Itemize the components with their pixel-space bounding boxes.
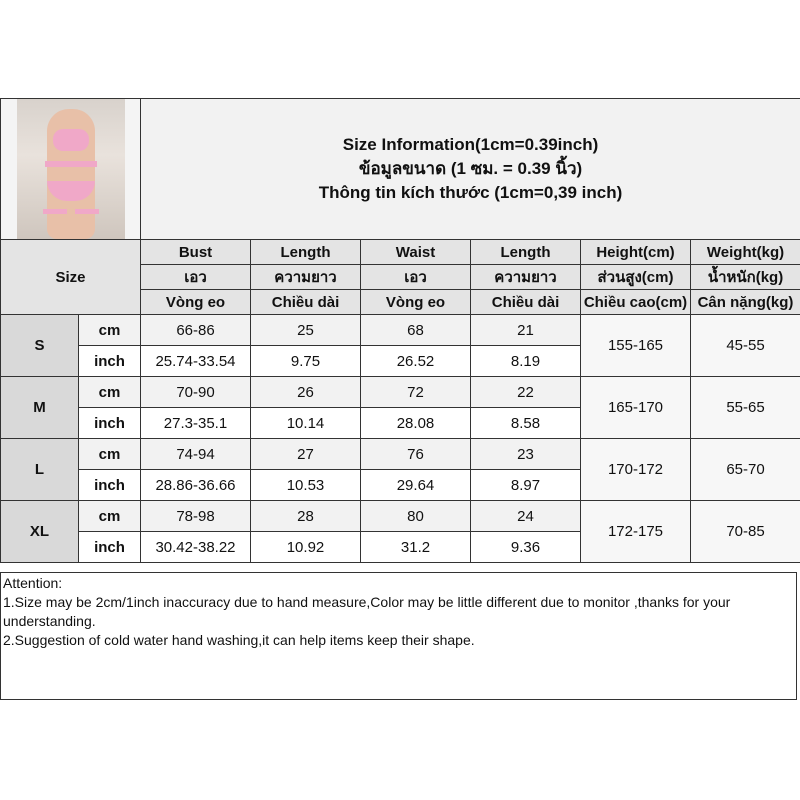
unit-inch: inch [78, 345, 141, 377]
value-inch: 25.74-33.54 [140, 345, 251, 377]
attention-line-1: 1.Size may be 2cm/1inch inaccuracy due t… [3, 594, 731, 629]
value-inch: 8.97 [470, 469, 581, 501]
product-photo-cell [0, 98, 141, 240]
column-header-vi: Vòng eo [360, 289, 471, 315]
column-header-vi: Chiều dài [470, 289, 581, 315]
column-header-vi: Chiều dài [250, 289, 361, 315]
value-inch: 8.19 [470, 345, 581, 377]
value-cm: 76 [360, 438, 471, 470]
unit-inch: inch [78, 531, 141, 563]
value-inch: 30.42-38.22 [140, 531, 251, 563]
value-inch: 31.2 [360, 531, 471, 563]
column-header-th: ความยาว [250, 264, 361, 290]
weight-range: 45-55 [689, 314, 800, 377]
column-header-th: เอว [140, 264, 251, 290]
value-cm: 26 [250, 376, 361, 408]
height-range: 170-172 [580, 438, 691, 501]
table-row: inch 27.3-35.1 10.14 28.08 8.58 [1, 407, 800, 439]
table-row: inch 28.86-36.66 10.53 29.64 8.97 [1, 469, 800, 501]
unit-cm: cm [78, 314, 141, 346]
column-header-en: Bust [140, 239, 251, 265]
unit-cm: cm [78, 376, 141, 408]
table-row: XL cm 78-98 28 80 24 172-175 70-85 [0, 500, 800, 563]
value-inch: 9.36 [470, 531, 581, 563]
size-label: S [0, 314, 79, 377]
column-header-th: ส่วนสูง(cm) [580, 264, 691, 290]
unit-cm: cm [78, 500, 141, 532]
title-vi: Thông tin kích thước (1cm=0,39 inch) [318, 183, 623, 202]
size-table: Size Information(1cm=0.39inch) ข้อมูลขนา… [0, 98, 800, 563]
column-header-en: Length [470, 239, 581, 265]
height-range: 172-175 [580, 500, 691, 563]
size-label: M [0, 376, 79, 439]
attention-notes: Attention: 1.Size may be 2cm/1inch inacc… [0, 572, 797, 700]
column-header-th: เอว [360, 264, 471, 290]
value-cm: 78-98 [140, 500, 251, 532]
column-header-en: Height(cm) [580, 239, 691, 265]
column-header-vi: Vòng eo [140, 289, 251, 315]
height-range: 155-165 [580, 314, 691, 377]
value-inch: 28.86-36.66 [140, 469, 251, 501]
table-row: inch 30.42-38.22 10.92 31.2 9.36 [1, 531, 800, 563]
unit-inch: inch [78, 407, 141, 439]
size-label: XL [0, 500, 79, 563]
value-inch: 10.14 [250, 407, 361, 439]
value-inch: 10.92 [250, 531, 361, 563]
value-cm: 23 [470, 438, 581, 470]
value-inch: 27.3-35.1 [140, 407, 251, 439]
size-label: L [0, 438, 79, 501]
value-cm: 66-86 [140, 314, 251, 346]
value-inch: 28.08 [360, 407, 471, 439]
weight-range: 65-70 [689, 438, 800, 501]
table-row: inch 25.74-33.54 9.75 26.52 8.19 [1, 345, 800, 377]
column-header-en: Weight(kg) [689, 239, 800, 265]
column-header-en: Waist [360, 239, 471, 265]
title-cell: Size Information(1cm=0.39inch) ข้อมูลขนา… [139, 98, 800, 240]
value-inch: 9.75 [250, 345, 361, 377]
value-cm: 80 [360, 500, 471, 532]
value-inch: 8.58 [470, 407, 581, 439]
unit-cm: cm [78, 438, 141, 470]
value-cm: 28 [250, 500, 361, 532]
value-inch: 26.52 [360, 345, 471, 377]
attention-line-2: 2.Suggestion of cold water hand washing,… [3, 632, 475, 648]
value-cm: 68 [360, 314, 471, 346]
title-th: ข้อมูลขนาด (1 ซม. = 0.39 นิ้ว) [358, 159, 583, 178]
weight-range: 70-85 [689, 500, 800, 563]
value-cm: 22 [470, 376, 581, 408]
size-chart: Size Information(1cm=0.39inch) ข้อมูลขนา… [0, 98, 800, 563]
value-cm: 72 [360, 376, 471, 408]
column-header-vi: Cân nặng(kg) [689, 289, 800, 315]
column-header-en: Length [250, 239, 361, 265]
height-range: 165-170 [580, 376, 691, 439]
value-inch: 10.53 [250, 469, 361, 501]
column-header-th: น้ำหนัก(kg) [689, 264, 800, 290]
title-en: Size Information(1cm=0.39inch) [342, 135, 599, 154]
value-cm: 70-90 [140, 376, 251, 408]
column-header-th: ความยาว [470, 264, 581, 290]
value-cm: 25 [250, 314, 361, 346]
value-cm: 21 [470, 314, 581, 346]
product-photo [16, 99, 125, 239]
value-cm: 27 [250, 438, 361, 470]
column-header-vi: Chiều cao(cm) [580, 289, 691, 315]
unit-inch: inch [78, 469, 141, 501]
weight-range: 55-65 [689, 376, 800, 439]
value-cm: 74-94 [140, 438, 251, 470]
size-header: Size [0, 239, 141, 315]
value-cm: 24 [470, 500, 581, 532]
value-inch: 29.64 [360, 469, 471, 501]
attention-title: Attention: [3, 575, 63, 591]
